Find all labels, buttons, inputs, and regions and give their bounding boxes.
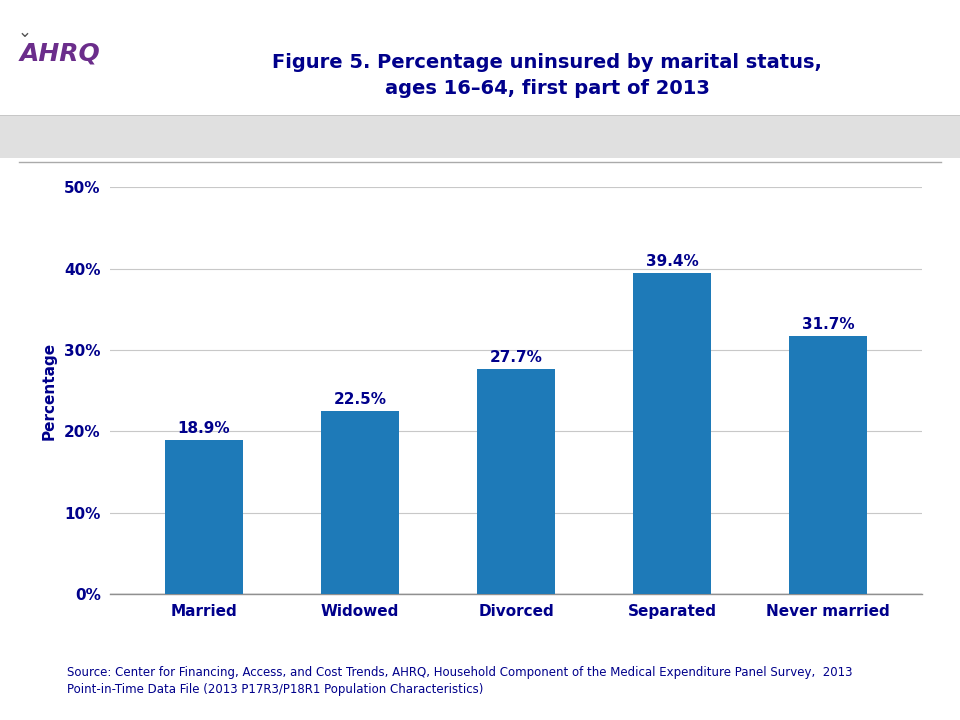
Bar (0, 116, 960, 123)
Bar (0, 116, 960, 121)
Text: Source: Center for Financing, Access, and Cost Trends, AHRQ, Household Component: Source: Center for Financing, Access, an… (67, 666, 852, 696)
Bar (0, 116, 960, 156)
Bar (477, 369, 555, 594)
Bar (0, 116, 960, 127)
Bar (0, 116, 960, 130)
Bar (0, 116, 960, 153)
Text: 31.7%: 31.7% (802, 317, 854, 332)
Bar (0, 116, 960, 150)
Bar (0, 116, 960, 147)
Bar (0, 158, 960, 720)
Bar (0, 116, 960, 149)
Bar (0, 116, 960, 154)
Bar (633, 274, 711, 594)
Text: 27.7%: 27.7% (490, 350, 542, 364)
Bar (0, 116, 960, 148)
Bar (0, 116, 960, 145)
Bar (0, 116, 960, 127)
Bar (0, 116, 960, 143)
Bar (0, 116, 960, 117)
Bar (0, 116, 960, 135)
Bar (0, 116, 960, 140)
Bar (0, 116, 960, 158)
Bar (0, 116, 960, 125)
Bar (0, 116, 960, 130)
Bar (0, 116, 960, 122)
Bar (0, 116, 960, 156)
Bar (165, 440, 243, 594)
Bar (0, 116, 960, 157)
Bar (0, 116, 960, 131)
Bar (0, 116, 960, 129)
Bar (0, 116, 960, 132)
Bar (0, 116, 960, 153)
Bar (0, 116, 960, 125)
Bar (0, 116, 960, 141)
Bar (0, 116, 960, 139)
Bar (0, 116, 960, 119)
Text: 22.5%: 22.5% (333, 392, 387, 407)
Bar (0, 116, 960, 140)
Bar (0, 116, 960, 120)
Text: ⌄: ⌄ (18, 23, 32, 41)
Bar (0, 116, 960, 140)
Bar (0, 116, 960, 119)
Bar (0, 116, 960, 151)
Bar (0, 116, 960, 122)
Y-axis label: Percentage: Percentage (42, 341, 57, 440)
Bar (0, 116, 960, 137)
Bar (0, 116, 960, 155)
Bar (0, 116, 960, 146)
Bar (0, 116, 960, 146)
Text: 39.4%: 39.4% (646, 254, 698, 269)
Bar (0, 116, 960, 150)
Bar (0, 116, 960, 135)
Bar (0, 116, 960, 117)
Bar (0, 116, 960, 120)
Bar (0, 116, 960, 144)
Bar (0, 116, 960, 131)
Bar (0, 116, 960, 152)
Bar (321, 411, 399, 594)
Bar (0, 116, 960, 143)
Bar (0, 116, 960, 145)
Bar (0, 116, 960, 118)
Bar (0, 116, 960, 156)
Bar (0, 116, 960, 138)
Bar (789, 336, 867, 594)
Bar (0, 116, 960, 153)
Bar (0, 116, 960, 143)
Bar (0, 116, 960, 128)
Bar (0, 116, 960, 132)
Bar (0, 116, 960, 151)
Bar (0, 116, 960, 134)
Text: Figure 5. Percentage uninsured by marital status,
ages 16–64, first part of 2013: Figure 5. Percentage uninsured by marita… (273, 53, 822, 99)
Bar (0, 116, 960, 127)
Bar (0, 116, 960, 148)
Bar (0, 116, 960, 144)
Text: 18.9%: 18.9% (178, 421, 230, 436)
Bar (0, 116, 960, 138)
Bar (0, 116, 960, 148)
Bar (0, 116, 960, 142)
Bar (0, 116, 960, 135)
Bar (0, 116, 960, 130)
Bar (0, 116, 960, 157)
Bar (0, 116, 960, 136)
Bar (0, 116, 960, 133)
Bar (0, 116, 960, 120)
Bar (0, 116, 960, 134)
Bar (0, 116, 960, 126)
Bar (0, 116, 960, 124)
Text: AHRQ: AHRQ (19, 42, 100, 66)
Bar (0, 116, 960, 125)
Bar (0, 116, 960, 138)
Bar (0, 116, 960, 122)
